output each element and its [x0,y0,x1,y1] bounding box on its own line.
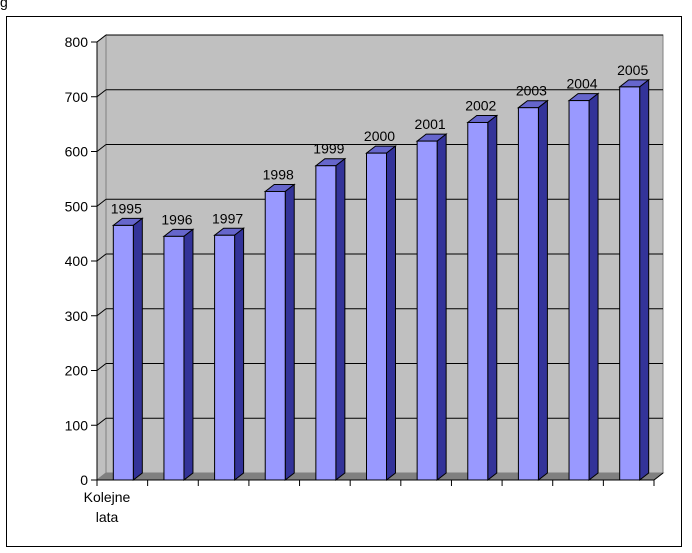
y-tick-label: 400 [65,253,89,269]
bar [466,114,499,482]
bar-side [386,145,396,482]
bar [314,157,347,482]
data-label: 2002 [465,97,496,113]
gridline-side [96,253,107,262]
data-label: 2003 [516,83,547,99]
bar-front [467,121,489,481]
data-label: 1997 [212,210,243,226]
y-tick-label: 800 [65,34,89,50]
bar-side [436,133,447,482]
bar [415,133,448,482]
x-category-label: Kolejne [84,489,131,505]
gridline-side [96,363,107,371]
bar [365,145,397,482]
y-tick-label: 200 [65,363,89,379]
data-label: 1995 [111,200,142,216]
bar-front [366,152,387,481]
bars [111,78,651,482]
data-label: 1998 [263,166,294,182]
bar-side [335,157,346,482]
data-label: 2004 [566,76,597,92]
bar-front [315,165,337,481]
data-label: 1999 [313,141,344,157]
bar-side [639,78,650,482]
bar [162,228,195,482]
bar-front [264,190,286,481]
bar-side [132,217,143,482]
bar-front [163,235,185,481]
gridline-side [96,198,107,207]
bar-front [214,234,236,481]
bar-side [588,92,599,482]
bar-front [568,100,590,481]
y-tick-label: 300 [65,308,89,324]
gridline-side [96,417,107,426]
y-tick-label: 600 [65,144,89,160]
labels: Kolejne lata 1995 1996 1997 1998 1999 2000 2001 2… [84,62,649,525]
x-category-label: lata [96,509,119,525]
bar-side [234,227,245,482]
bar-side [183,228,194,482]
axes: 0 100 200 300 400 500 600 700 800 [65,34,664,488]
floor-edge [653,472,664,481]
y-tick-label: 0 [80,472,88,488]
y-tick-label: 500 [65,198,89,214]
gridline-side [96,308,107,317]
y-tick-label: 700 [65,89,89,105]
gridline-side [96,34,107,43]
y-tick-label: 100 [65,417,89,433]
bar-side [487,114,498,482]
bar-side [537,99,548,482]
bar [263,183,296,482]
gridline-side [96,144,107,152]
data-label: 1996 [161,211,192,227]
bar [618,78,651,482]
gridline-side [96,89,107,98]
bar [567,92,600,482]
bar [111,217,144,482]
bar [213,227,246,482]
data-label: 2005 [617,62,648,78]
page-header-text: g [0,0,8,10]
bar-side [284,183,295,482]
data-label: 2001 [415,116,446,132]
bar [516,99,549,482]
bar-front [517,107,539,481]
bar-front [619,86,641,481]
data-label: 2000 [364,128,395,144]
bar-front [416,140,438,481]
bar-front [112,224,134,481]
